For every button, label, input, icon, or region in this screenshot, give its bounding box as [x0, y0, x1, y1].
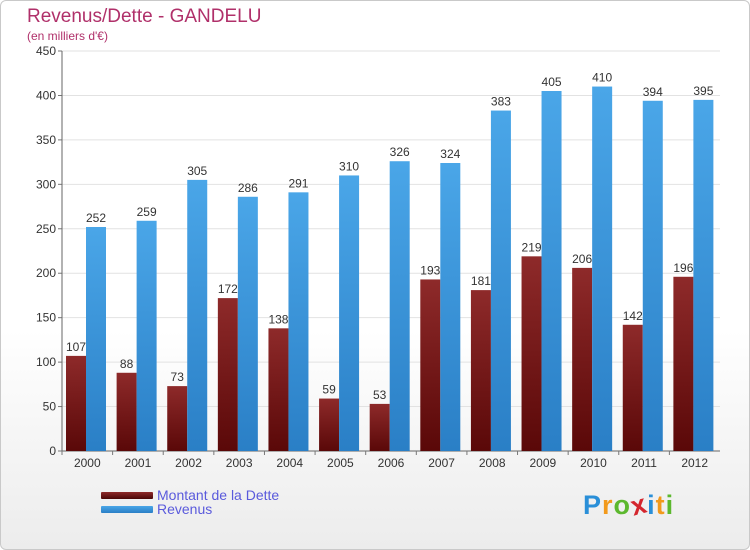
revenue-value-label: 324	[440, 147, 460, 161]
revenue-value-label: 394	[643, 85, 663, 99]
debt-bar	[622, 324, 643, 451]
y-tick-label: 250	[36, 222, 56, 236]
revenue-value-label: 395	[693, 84, 713, 98]
debt-value-label: 219	[522, 240, 542, 254]
x-tick-label: 2008	[479, 456, 506, 470]
logo-letter: t	[655, 490, 666, 520]
revenue-value-label: 291	[288, 176, 308, 190]
revenue-bar	[389, 161, 410, 451]
revenue-value-label: 305	[187, 164, 207, 178]
logo-letter: o	[613, 490, 632, 520]
revenue-value-label: 326	[390, 145, 410, 159]
proxiti-logo: Proxiti	[583, 488, 675, 521]
x-tick-label: 2003	[226, 456, 253, 470]
revenue-value-label: 286	[238, 181, 258, 195]
x-tick-label: 2001	[125, 456, 152, 470]
debt-bar	[521, 256, 542, 451]
debt-bar	[319, 398, 340, 451]
revenue-bar	[187, 179, 208, 451]
debt-value-label: 142	[623, 309, 643, 323]
x-tick-label: 2010	[580, 456, 607, 470]
debt-value-label: 196	[673, 261, 693, 275]
y-tick-label: 350	[36, 133, 56, 147]
y-tick-label: 50	[43, 400, 57, 414]
revenue-value-label: 410	[592, 71, 612, 85]
debt-bar	[420, 279, 441, 451]
x-tick-label: 2012	[681, 456, 708, 470]
x-tick-label: 2006	[378, 456, 405, 470]
y-tick-label: 0	[49, 444, 56, 458]
y-tick-label: 150	[36, 311, 56, 325]
x-tick-label: 2011	[631, 456, 657, 470]
debt-bar	[167, 386, 188, 451]
revenue-value-label: 259	[137, 205, 157, 219]
revenue-bar	[490, 110, 511, 452]
logo-letter: i	[665, 490, 675, 520]
revenue-value-label: 405	[542, 75, 562, 89]
revenue-bar	[592, 86, 613, 452]
debt-value-label: 53	[373, 388, 387, 402]
legend-label-revenue: Revenus	[157, 501, 213, 517]
debt-bar	[673, 276, 694, 451]
debt-value-label: 138	[268, 312, 288, 326]
revenue-bar	[541, 91, 562, 451]
debt-bar	[572, 267, 593, 451]
revenue-bar	[440, 163, 461, 451]
logo-letter: i	[647, 490, 656, 520]
debt-value-label: 59	[322, 383, 336, 397]
legend-item-debt: Montant de la Dette	[101, 488, 279, 502]
debt-bar	[217, 298, 238, 451]
debt-value-label: 181	[471, 274, 491, 288]
logo-letter: P	[583, 490, 603, 520]
revenue-value-label: 383	[491, 95, 511, 109]
revenue-bar	[693, 99, 714, 451]
debt-bar	[369, 403, 390, 451]
revenue-bar	[642, 100, 663, 452]
y-tick-label: 400	[36, 88, 56, 102]
debt-value-label: 193	[420, 263, 440, 277]
debt-value-label: 107	[66, 340, 86, 354]
revenue-value-label: 252	[86, 211, 106, 225]
legend-item-revenue: Revenus	[101, 502, 212, 516]
debt-value-label: 206	[572, 252, 592, 266]
debt-bar	[470, 290, 491, 451]
debt-bar	[66, 355, 86, 451]
legend-swatch-debt	[101, 491, 153, 499]
revenue-bar	[339, 175, 360, 451]
y-tick-label: 200	[36, 266, 56, 280]
debt-value-label: 172	[218, 282, 238, 296]
logo-letter: r	[602, 490, 614, 520]
chart-subtitle: (en milliers d'€)	[27, 29, 108, 43]
debt-value-label: 73	[171, 370, 185, 384]
legend-swatch-revenue	[101, 505, 153, 513]
x-tick-label: 2002	[175, 456, 202, 470]
x-tick-label: 2009	[529, 456, 556, 470]
debt-value-label: 88	[120, 357, 134, 371]
revenue-bar	[237, 196, 258, 451]
debt-bar	[268, 328, 289, 451]
revenue-bar	[288, 192, 309, 452]
x-tick-label: 2005	[327, 456, 354, 470]
legend-label-debt: Montant de la Dette	[157, 487, 280, 503]
y-tick-label: 100	[36, 355, 56, 369]
debt-bar	[116, 372, 137, 451]
x-tick-label: 2004	[276, 456, 303, 470]
x-tick-label: 2007	[428, 456, 455, 470]
revenue-bar	[136, 220, 157, 451]
y-tick-label: 450	[36, 44, 56, 58]
revenue-bar	[86, 227, 106, 451]
x-tick-label: 2000	[74, 456, 101, 470]
revenue-value-label: 310	[339, 159, 359, 173]
y-tick-label: 300	[36, 177, 56, 191]
chart-title: Revenus/Dette - GANDELU	[27, 6, 262, 27]
